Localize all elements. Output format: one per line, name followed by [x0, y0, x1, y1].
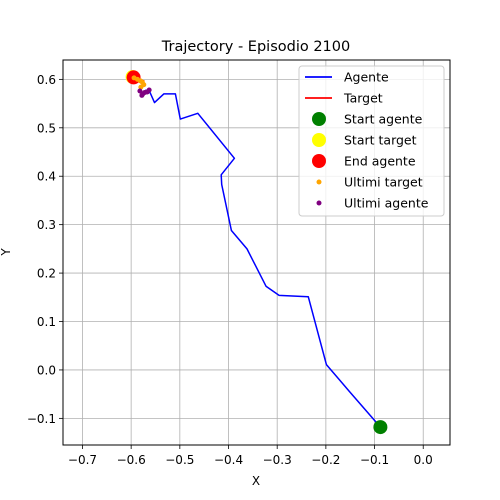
x-tick-label: −0.6	[117, 453, 146, 467]
legend-handle-ultimi-agente	[316, 200, 322, 206]
x-tick-label: −0.2	[311, 453, 340, 467]
legend-box	[298, 65, 445, 217]
legend-label-start-target: Start target	[344, 133, 417, 148]
plot-series	[125, 69, 388, 435]
plot-frame	[62, 59, 451, 446]
ultimi-agente-point	[146, 87, 152, 93]
legend-handle-start-agente	[312, 112, 326, 126]
legend: Agente Target Start agente Start target End …	[298, 65, 445, 217]
x-axis-ticks: −0.7 −0.6 −0.5 −0.4 −0.3 −0.2 −0.1 0.0	[68, 445, 433, 467]
start-agente-marker	[373, 420, 388, 435]
x-tick-label: −0.7	[68, 453, 97, 467]
x-tick-label: −0.3	[263, 453, 292, 467]
y-tick-label: 0.5	[37, 121, 56, 135]
y-axis-ticks: −0.1 0.0 0.1 0.2 0.3 0.4 0.5 0.6	[27, 73, 63, 426]
ultimi-agente-point	[139, 92, 145, 98]
y-tick-label: 0.0	[37, 363, 56, 377]
y-tick-label: 0.3	[37, 218, 56, 232]
x-tick-label: 0.0	[414, 453, 433, 467]
legend-handle-ultimi-target	[316, 179, 322, 185]
legend-label-ultimi-target: Ultimi target	[344, 175, 423, 190]
legend-handle-start-target	[312, 133, 326, 147]
legend-label-agente: Agente	[344, 70, 389, 85]
ultimi-target-point	[138, 84, 144, 90]
series-agente-line	[145, 89, 381, 428]
legend-label-end-agente: End agente	[344, 154, 416, 169]
legend-handle-end-agente	[312, 154, 326, 168]
x-tick-label: −0.4	[214, 453, 243, 467]
legend-label-target: Target	[343, 91, 383, 106]
x-axis-label: X	[252, 474, 260, 488]
y-tick-label: 0.2	[37, 267, 56, 281]
y-tick-label: 0.1	[37, 315, 56, 329]
legend-label-ultimi-agente: Ultimi agente	[344, 196, 429, 211]
y-tick-label: 0.6	[37, 73, 56, 87]
y-tick-label: 0.4	[37, 170, 56, 184]
x-tick-label: −0.5	[165, 453, 194, 467]
y-axis-label: Y	[0, 248, 13, 257]
legend-label-start-agente: Start agente	[344, 112, 423, 127]
chart-title: Trajectory - Episodio 2100	[161, 39, 350, 55]
y-tick-label: −0.1	[27, 412, 56, 426]
x-tick-label: −0.1	[360, 453, 389, 467]
